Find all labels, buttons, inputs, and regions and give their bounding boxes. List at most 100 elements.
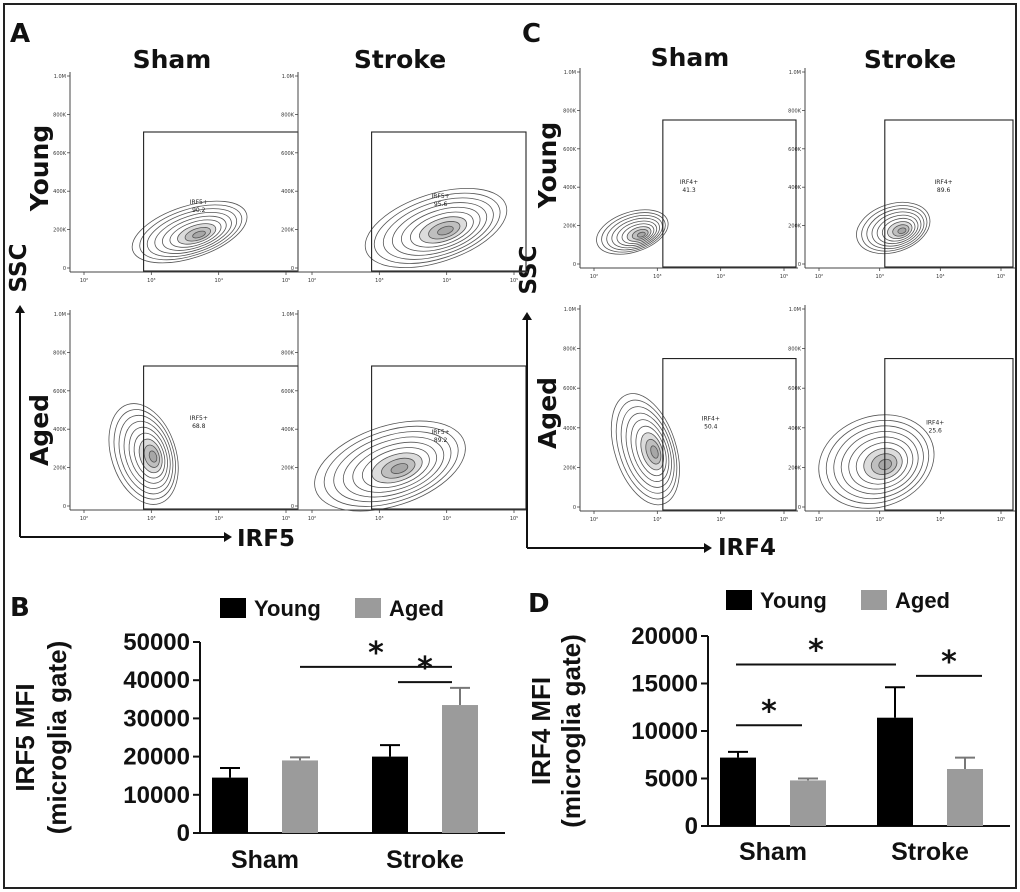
flow-plot-contour [606,215,663,251]
flow-plot-contour [169,219,222,248]
bar-young-sham [212,777,248,833]
legend-label: Aged [895,588,950,613]
flow-plot: 1.0M 800K 600K 400K 200K 0 10² 10³ 10⁴ 10⁵ IRF5+89… [281,310,528,522]
bar-chart-y-tick-label: 20000 [123,744,190,771]
flow-plot-y-tick-label: 200K [788,224,802,230]
flow-plot: 1.0M 800K 600K 400K 200K 0 10² 10³ 10⁴ 10⁵ IRF5+95… [281,72,528,284]
panel-letter-c: C [522,19,541,49]
flow-plot-contour [390,463,409,474]
bar-chart-y-tick-label: 10000 [631,718,698,745]
flow-plot-contour [364,188,508,268]
flow-plot-x-tick-label: 10⁵ [282,278,290,284]
flow-y-arrowhead [15,305,25,313]
flow-plot-contour [391,202,488,256]
flow-plot-y-tick-label: 200K [53,466,67,472]
flow-plot-contour [866,208,925,250]
flow-plot-y-tick-label: 200K [563,465,577,471]
flow-plot-y-tick-label: 0 [291,266,294,272]
flow-plot-contour [192,230,206,239]
flow-plot-contour [128,426,168,484]
bar-chart-y-label: (microglia gate) [42,641,72,835]
bar-aged-stroke [947,769,983,826]
flow-plot-contour [601,212,666,253]
flow-plot-contour [833,425,924,500]
flow-plot-y-tick-label: 800K [563,347,577,353]
flow-c-x-axis-title: IRF4 [718,535,776,561]
flow-plot-y-tick-label: 600K [788,386,802,392]
flow-plot-gate [884,119,1014,268]
flow-plot-x-tick-label: 10⁵ [997,274,1005,280]
flow-plot-contour [621,223,655,244]
flow-plot-y-tick-label: 400K [788,185,802,191]
legend-swatch [355,598,381,618]
bar-chart-y-label: (microglia gate) [556,634,586,828]
flow-plot-gate-percent: 90.2 [192,207,206,214]
bar-aged-stroke [442,705,478,833]
flow-c-y-axis-title: SSC [516,246,542,295]
flow-plot-y-tick-label: 800K [563,108,577,114]
flow-plot-contour [400,206,481,252]
flow-plot-contour [154,211,232,254]
bar-young-sham [720,757,756,826]
flow-plot-y-tick-label: 600K [281,389,295,395]
flow-plot-contour [162,215,227,251]
flow-plot-y-tick-label: 200K [788,465,802,471]
flow-plot-y-tick-label: 400K [281,427,295,433]
flow-plot-x-tick-label: 10³ [875,274,883,280]
flow-plot-y-tick-label: 200K [53,228,67,234]
significance-star: * [941,645,957,680]
flow-plot-y-tick-label: 0 [573,262,576,268]
flow-plot-gate-label: IRF5+ [431,429,449,436]
flow-plot-x-tick-label: 10⁴ [214,278,222,284]
flow-plot-x-tick-label: 10⁵ [510,278,518,284]
significance-star: * [417,651,433,686]
flow-plot-contour [861,205,928,252]
flow-plot-x-tick-label: 10³ [653,274,661,280]
flow-a-row-young: Young [25,125,54,212]
flow-c-row-young: Young [533,122,562,209]
flow-plot-contour [361,447,430,489]
flow-plot-gate [662,119,797,268]
flow-plot-contour [897,227,907,235]
bar-chart-d: 0 5000 10000 15000 20000 IRF4 MFI (microglia g… [526,588,1010,866]
flow-plot: 1.0M 800K 600K 400K 200K 0 10² 10³ 10⁴ 10⁵ IRF5+90… [53,72,300,284]
flow-plot-y-tick-label: 200K [281,228,295,234]
significance-star: * [761,694,777,729]
flow-plot-gate [884,358,1014,511]
flow-plot-contour [620,406,675,494]
bar-chart-y-tick-label: 0 [685,813,698,840]
flow-plot-x-tick-label: 10⁵ [780,274,788,280]
flow-plot-y-tick-label: 200K [563,224,577,230]
legend-swatch [726,590,752,610]
flow-plot-contour [881,217,916,242]
flow-plot-contour [855,442,908,485]
flow-plot-gate-percent: 25.6 [929,427,943,434]
flow-plot-gate-percent: 89.2 [434,437,448,444]
flow-plot-x-tick-label: 10⁴ [716,517,724,523]
flow-plot-gate-percent: 89.6 [937,187,951,194]
flow-plot-contour [419,216,468,244]
flow-plot-y-tick-label: 800K [788,108,802,114]
flow-plot-contour [113,409,176,500]
flow-plot: 1.0M 800K 600K 400K 200K 0 10² 10³ 10⁴ 10⁵ IRF4+41… [563,68,798,280]
flow-plot-y-tick-label: 400K [563,185,577,191]
flow-plot-contour [381,457,416,479]
flow-plot-contour [870,453,898,475]
flow-plot-y-tick-label: 1.0M [564,70,576,76]
flow-plot-x-tick-label: 10² [590,274,598,280]
bar-chart-b: 0 10000 20000 30000 40000 50000 IRF5 MFI (micro… [10,596,505,874]
flow-plot-contour [131,200,248,264]
bar-chart-category-label: Stroke [891,838,969,866]
panel-letter-b: B [10,593,30,623]
flow-plot-y-tick-label: 600K [563,147,577,153]
flow-plot-contour [625,412,672,488]
flow-plot-gate-label: IRF5+ [431,193,449,200]
flow-plot-gate-label: IRF4+ [926,419,944,426]
significance-star: * [808,634,824,669]
bar-chart-y-tick-label: 10000 [123,782,190,809]
flow-plot-y-tick-label: 400K [281,189,295,195]
flow-plot-contour [146,208,238,258]
flow-plot-contour [133,432,166,479]
panel-letter-d: D [528,589,550,619]
flow-plot-y-tick-label: 800K [281,112,295,118]
